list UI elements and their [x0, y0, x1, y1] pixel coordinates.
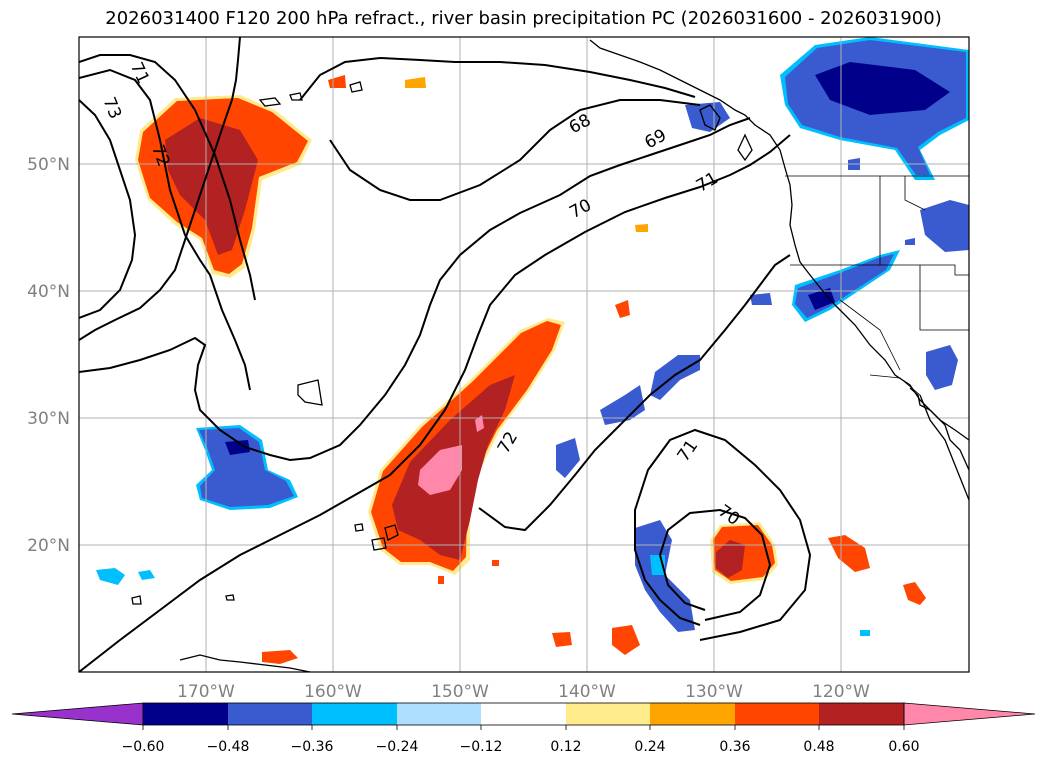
- political-borders: [785, 175, 969, 396]
- colorbar-segment-3: [312, 703, 397, 725]
- colorbar-outline: [142, 702, 905, 726]
- contour-label-1: 71: [126, 59, 153, 87]
- colorbar-segment-8: [735, 703, 819, 725]
- colorbar-segment-1: [143, 703, 228, 725]
- lon-label-170w: 170°W: [177, 682, 235, 702]
- lat-label-20n: 20°N: [27, 536, 70, 556]
- colorbar-segment-4: [397, 703, 481, 725]
- precipitation-shading: [96, 37, 969, 664]
- lon-label-160w: 160°W: [304, 682, 362, 702]
- colorbar-segment-9: [819, 703, 904, 725]
- latitude-labels: 50°N 40°N 30°N 20°N: [27, 155, 70, 556]
- colorbar-segment-6: [566, 703, 650, 725]
- lat-label-40n: 40°N: [27, 282, 70, 302]
- longitude-labels: 170°W 160°W 150°W 140°W 130°W 120°W: [177, 682, 870, 702]
- colorbar-tick-label-8: 0.36: [719, 739, 750, 755]
- colorbar-segment-2: [228, 703, 312, 725]
- colorbar: −0.60 −0.48 −0.36 −0.24 −0.12 0.12 0.24 …: [11, 702, 1036, 755]
- contour-label-6: 70: [566, 195, 594, 223]
- colorbar-tick-label-2: −0.48: [207, 739, 250, 755]
- precip-positive-small-patches: [262, 75, 926, 664]
- colorbar-tick-label-1: −0.60: [122, 739, 165, 755]
- coastlines: [131, 39, 969, 672]
- colorbar-tick-label-5: −0.12: [460, 739, 503, 755]
- lat-label-30n: 30°N: [27, 409, 70, 429]
- contour-label-7: 71: [693, 168, 722, 196]
- precip-positive-cutoff-low: [710, 522, 778, 584]
- graticule: [79, 37, 969, 672]
- colorbar-segment-5: [481, 703, 566, 725]
- colorbar-min-extension: [11, 702, 144, 726]
- colorbar-tick-label-10: 0.60: [888, 739, 919, 755]
- height-contours: [79, 37, 812, 672]
- lon-label-130w: 130°W: [685, 682, 743, 702]
- colorbar-tick-label-9: 0.48: [803, 739, 834, 755]
- colorbar-tick-label-7: 0.24: [634, 739, 665, 755]
- colorbar-tick-label-6: 0.12: [550, 739, 581, 755]
- contour-label-9: 71: [674, 436, 703, 465]
- colorbar-tick-label-3: −0.36: [291, 739, 334, 755]
- precip-positive-central-plume: [368, 318, 565, 575]
- lon-label-120w: 120°W: [812, 682, 870, 702]
- map-frame: [78, 36, 970, 673]
- colorbar-tick-label-4: −0.24: [376, 739, 419, 755]
- contour-label-2: 73: [98, 94, 125, 122]
- colorbar-segment-7: [650, 703, 735, 725]
- lon-label-150w: 150°W: [431, 682, 489, 702]
- lat-label-50n: 50°N: [27, 155, 70, 175]
- colorbar-ticks: [142, 725, 905, 730]
- lon-label-140w: 140°W: [558, 682, 616, 702]
- map-title: 2026031400 F120 200 hPa refract., river …: [105, 8, 942, 29]
- contour-label-4: 68: [566, 110, 594, 138]
- colorbar-max-extension: [903, 702, 1036, 726]
- precip-negative-regions: [96, 37, 969, 636]
